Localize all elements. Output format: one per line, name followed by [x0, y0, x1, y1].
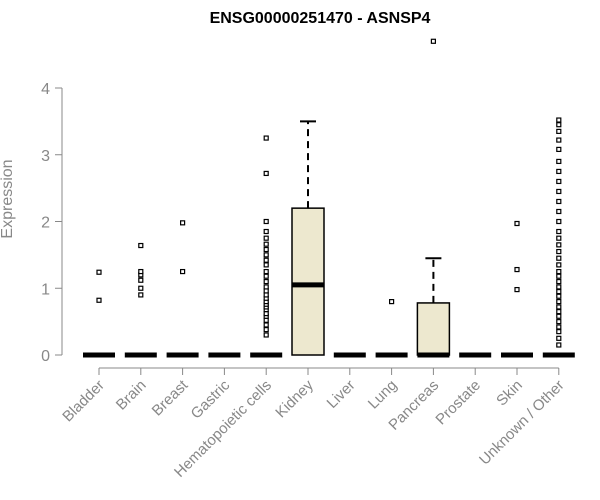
outlier-point-unknown-other	[556, 198, 562, 205]
outlier-point-hematopoietic-cells	[263, 317, 269, 323]
outlier-point-unknown-other	[556, 262, 562, 268]
outlier-point-unknown-other	[556, 304, 562, 310]
chart-title: ENSG00000251470 - ASNSP4	[210, 10, 431, 27]
outlier-point-hematopoietic-cells	[263, 268, 269, 275]
outlier-point-bladder	[96, 269, 102, 275]
y-tick-label: 2	[41, 215, 50, 232]
x-tick-label-lung: Lung	[365, 377, 401, 413]
outlier-point-unknown-other	[556, 268, 562, 275]
y-tick-label: 3	[41, 148, 50, 165]
outlier-point-unknown-other	[556, 299, 562, 305]
outlier-point-unknown-other	[556, 324, 562, 330]
outlier-point-breast	[180, 220, 186, 226]
outlier-point-hematopoietic-cells	[263, 235, 269, 241]
outlier-point-brain	[138, 277, 144, 283]
outliers-layer	[96, 38, 562, 348]
x-tick-label-skin: Skin	[493, 377, 526, 410]
outlier-point-unknown-other	[556, 228, 562, 235]
outlier-point-hematopoietic-cells	[263, 278, 269, 285]
outlier-point-hematopoietic-cells	[263, 327, 269, 333]
outlier-point-unknown-other	[556, 313, 562, 319]
outlier-point-unknown-other	[556, 168, 562, 175]
outlier-point-hematopoietic-cells	[263, 322, 269, 328]
outlier-point-unknown-other	[556, 255, 562, 261]
y-tick-label: 4	[41, 81, 50, 98]
outlier-point-unknown-other	[556, 273, 562, 279]
outlier-point-brain	[138, 268, 144, 275]
x-tick-label-bladder: Bladder	[59, 377, 108, 426]
outlier-point-skin	[514, 220, 520, 227]
outlier-point-hematopoietic-cells	[263, 311, 269, 317]
outlier-point-unknown-other	[556, 319, 562, 325]
outlier-point-hematopoietic-cells	[263, 228, 269, 235]
box-body-pancreas	[416, 302, 451, 356]
outlier-point-unknown-other	[556, 248, 562, 255]
outlier-point-hematopoietic-cells	[263, 332, 269, 338]
outlier-point-brain	[138, 242, 144, 249]
outlier-point-unknown-other	[556, 188, 562, 195]
y-axis: 0 1 2 3 4	[41, 81, 63, 365]
outlier-point-unknown-other	[556, 335, 562, 341]
outlier-point-unknown-other	[556, 137, 562, 143]
outlier-point-unknown-other	[556, 158, 562, 165]
outlier-point-breast	[180, 268, 186, 275]
outlier-point-hematopoietic-cells	[263, 170, 269, 177]
outlier-point-unknown-other	[556, 122, 562, 128]
x-tick-label-prostate: Prostate	[432, 377, 484, 429]
outlier-point-unknown-other	[556, 293, 562, 299]
outlier-point-hematopoietic-cells	[263, 257, 269, 263]
outlier-point-hematopoietic-cells	[263, 262, 269, 268]
box-body-kidney	[291, 207, 325, 356]
outlier-point-unknown-other	[556, 146, 562, 153]
outlier-point-hematopoietic-cells	[263, 284, 269, 290]
outlier-point-hematopoietic-cells	[263, 241, 269, 247]
outlier-point-hematopoietic-cells	[263, 292, 269, 298]
outlier-point-hematopoietic-cells	[263, 135, 269, 141]
outlier-point-unknown-other	[556, 329, 562, 335]
outlier-point-pancreas	[430, 38, 436, 44]
boxes-layer	[83, 120, 575, 358]
outlier-point-unknown-other	[556, 117, 562, 123]
x-tick-label-liver: Liver	[324, 377, 359, 412]
outlier-point-lung	[389, 299, 395, 305]
outlier-point-hematopoietic-cells	[263, 246, 269, 253]
outlier-point-hematopoietic-cells	[263, 218, 269, 225]
outlier-point-unknown-other	[556, 309, 562, 315]
outlier-point-skin	[514, 266, 520, 273]
outlier-point-hematopoietic-cells	[263, 288, 269, 294]
outlier-point-brain	[138, 285, 144, 291]
outlier-point-unknown-other	[556, 242, 562, 248]
box-pancreas	[416, 257, 451, 358]
outlier-point-unknown-other	[556, 284, 562, 290]
x-tick-label-brain: Brain	[113, 377, 150, 414]
x-tick-label-kidney: Kidney	[272, 376, 317, 421]
outlier-point-unknown-other	[556, 178, 562, 185]
outlier-point-unknown-other	[556, 218, 562, 225]
outlier-point-unknown-other	[556, 288, 562, 295]
outlier-point-unknown-other	[556, 278, 562, 285]
outlier-point-hematopoietic-cells	[263, 252, 269, 258]
outlier-point-brain	[138, 292, 144, 298]
outlier-point-unknown-other	[556, 235, 562, 241]
outlier-point-hematopoietic-cells	[263, 273, 269, 279]
outlier-point-skin	[514, 286, 520, 293]
outlier-point-bladder	[96, 297, 102, 303]
y-tick-label: 0	[41, 348, 50, 365]
box-kidney	[291, 120, 325, 356]
y-axis-label: Expression	[0, 159, 16, 238]
x-tick-label-breast: Breast	[149, 376, 192, 419]
outlier-point-unknown-other	[556, 208, 562, 215]
outlier-point-unknown-other	[556, 128, 562, 134]
outlier-point-unknown-other	[556, 342, 562, 348]
y-tick-label: 1	[41, 281, 50, 298]
